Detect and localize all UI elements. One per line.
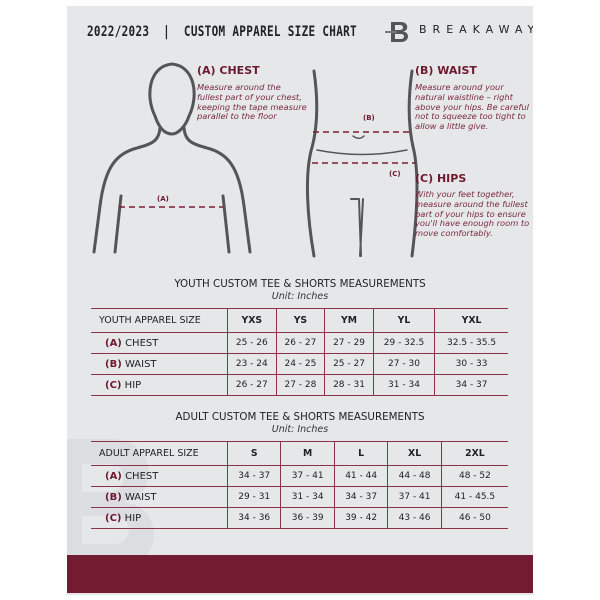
breakaway-logo-icon	[385, 22, 409, 42]
size-column-header: YL	[372, 308, 435, 333]
measurement-value: 34 - 37	[226, 465, 281, 487]
measurement-value: 31 - 34	[280, 486, 335, 508]
measurement-value: 25 - 26	[227, 332, 277, 354]
measurement-name: CHEST	[125, 470, 159, 482]
youth-unit: Unit: Inches	[271, 291, 329, 302]
table-row: (C) HIP 34 - 36 36 - 39 39 - 42 43 - 46 46 - …	[91, 507, 508, 529]
measurement-value: 43 - 46	[387, 507, 442, 529]
table-row: (B) WAIST 29 - 31 31 - 34 34 - 37 37 - 41 41 …	[91, 486, 508, 508]
measurement-name: WAIST	[124, 358, 157, 370]
measurement-label: (C) HIP	[91, 507, 228, 529]
measurement-value: 31 - 34	[372, 374, 435, 396]
measurement-value: 27 - 30	[372, 353, 435, 375]
measurement-value: 28 - 31	[324, 374, 374, 396]
size-column-header: YXS	[227, 308, 277, 333]
measurement-value: 30 - 33	[434, 353, 508, 375]
measurement-value: 46 - 50	[440, 507, 508, 529]
body-figures	[92, 62, 419, 258]
size-column-header: S	[226, 441, 281, 466]
measurement-name: WAIST	[124, 491, 157, 503]
brand-name: BREAKAWAY	[419, 23, 533, 36]
measurement-label: (A) CHEST	[91, 332, 228, 354]
measurement-value: 29 - 31	[226, 486, 281, 508]
measurement-value: 23 - 24	[227, 353, 277, 375]
measurement-value: 39 - 42	[333, 507, 388, 529]
size-label-header: YOUTH APPAREL SIZE	[91, 308, 228, 333]
size-chart-panel: 2022/2023 | CUSTOM APPAREL SIZE CHART BR…	[67, 6, 533, 595]
measurement-label: (C) HIP	[91, 374, 228, 396]
size-column-header: M	[280, 441, 335, 466]
table-header-row: ADULT APPAREL SIZE S M L XL 2XL	[91, 441, 508, 466]
chest-marker: (A)	[157, 195, 169, 203]
waist-marker: (B)	[363, 114, 375, 122]
measurement-label: (B) WAIST	[91, 353, 228, 375]
adult-size-table: ADULT APPAREL SIZE S M L XL 2XL (A) CHEST 34 - …	[91, 441, 508, 529]
measurement-value: 41 - 44	[333, 465, 388, 487]
measurement-label: (B) WAIST	[91, 486, 228, 508]
measurement-value: 34 - 37	[333, 486, 388, 508]
table-header-row: YOUTH APPAREL SIZE YXS YS YM YL YXL	[91, 308, 508, 333]
measurement-name: CHEST	[125, 337, 159, 349]
hips-description: With your feet together, measure around …	[415, 189, 530, 239]
measurement-code: (B)	[105, 358, 122, 370]
measurement-value: 44 - 48	[387, 465, 442, 487]
table-row: (C) HIP 26 - 27 27 - 28 28 - 31 31 - 34 34 - …	[91, 374, 508, 396]
size-label-header: ADULT APPAREL SIZE	[91, 441, 228, 466]
measurement-value: 27 - 29	[324, 332, 374, 354]
measurement-value: 36 - 39	[280, 507, 335, 529]
measurement-value: 37 - 41	[387, 486, 442, 508]
measurement-value: 48 - 52	[440, 465, 508, 487]
measurement-label: (A) CHEST	[91, 465, 228, 487]
measurement-value: 24 - 25	[275, 353, 325, 375]
adult-unit: Unit: Inches	[271, 424, 329, 435]
chest-heading: (A) CHEST	[197, 64, 260, 77]
measurement-name: HIP	[124, 379, 142, 391]
size-column-header: L	[333, 441, 388, 466]
size-column-header: YM	[324, 308, 374, 333]
measurement-value: 41 - 45.5	[440, 486, 508, 508]
measurement-value: 34 - 37	[434, 374, 508, 396]
measurement-value: 37 - 41	[280, 465, 335, 487]
waist-description: Measure around your natural waistline – …	[415, 82, 529, 132]
footer-band	[67, 555, 533, 593]
waist-heading: (B) WAIST	[415, 64, 477, 77]
size-column-header: YXL	[434, 308, 508, 333]
measurement-value: 32.5 - 35.5	[434, 332, 508, 354]
measurement-code: (A)	[105, 470, 122, 482]
measurement-name: HIP	[124, 512, 142, 524]
size-column-header: XL	[387, 441, 442, 466]
measurement-code: (C)	[105, 512, 122, 524]
table-row: (B) WAIST 23 - 24 24 - 25 25 - 27 27 - 30 30 …	[91, 353, 508, 375]
adult-section-title: ADULT CUSTOM TEE & SHORTS MEASUREMENTS	[175, 411, 425, 423]
measurement-code: (B)	[105, 491, 122, 503]
size-column-header: 2XL	[440, 441, 508, 466]
hips-marker: (C)	[389, 170, 401, 178]
table-row: (A) CHEST 25 - 26 26 - 27 27 - 29 29 - 32.5 3…	[91, 332, 508, 354]
measurement-code: (C)	[105, 379, 122, 391]
page-title: 2022/2023 | CUSTOM APPAREL SIZE CHART	[87, 23, 357, 40]
measurement-value: 26 - 27	[275, 332, 325, 354]
measurement-value: 27 - 28	[275, 374, 325, 396]
measurement-value: 29 - 32.5	[372, 332, 435, 354]
measurement-value: 26 - 27	[227, 374, 277, 396]
youth-size-table: YOUTH APPAREL SIZE YXS YS YM YL YXL (A) CHEST 2…	[91, 308, 508, 396]
size-column-header: YS	[275, 308, 325, 333]
measurement-value: 25 - 27	[324, 353, 374, 375]
measurement-code: (A)	[105, 337, 122, 349]
chest-description: Measure around the fullest part of your …	[197, 82, 307, 122]
table-row: (A) CHEST 34 - 37 37 - 41 41 - 44 44 - 48 48 …	[91, 465, 508, 487]
youth-section-title: YOUTH CUSTOM TEE & SHORTS MEASUREMENTS	[174, 278, 426, 290]
measurement-value: 34 - 36	[226, 507, 281, 529]
hips-heading: (C) HIPS	[415, 172, 467, 185]
